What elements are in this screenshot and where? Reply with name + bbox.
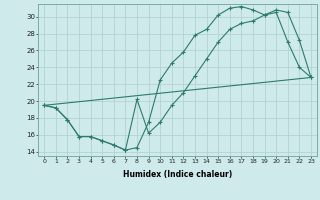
X-axis label: Humidex (Indice chaleur): Humidex (Indice chaleur) bbox=[123, 170, 232, 179]
